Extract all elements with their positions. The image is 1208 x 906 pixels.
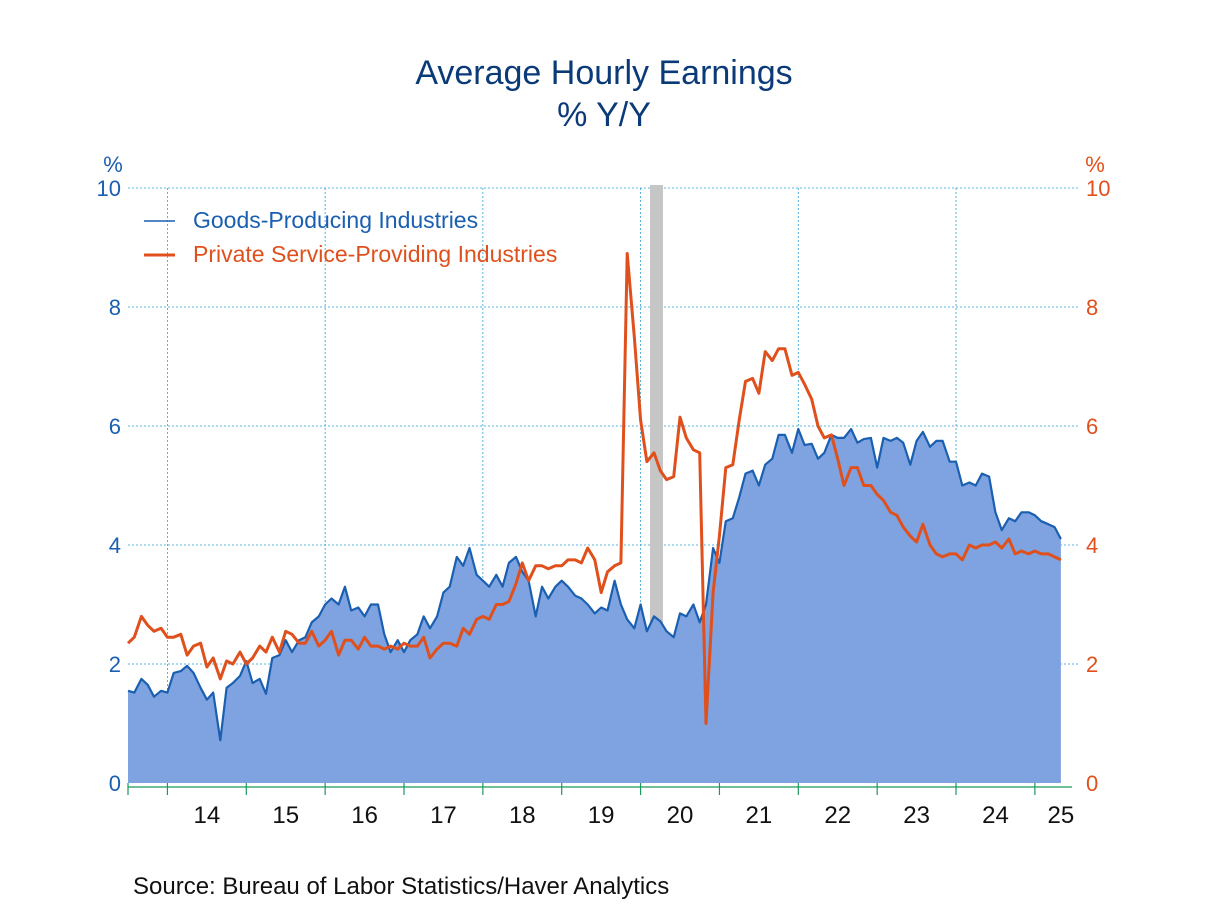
x-tick-label: 15 — [272, 802, 299, 829]
x-tick-label: 18 — [509, 802, 536, 829]
x-tick-label: 21 — [746, 802, 773, 829]
x-tick-label: 20 — [667, 802, 694, 829]
y-axis-left: 0 2 4 6 8 10 — [97, 176, 121, 796]
x-tick-label: 16 — [351, 802, 378, 829]
x-tick-label: 23 — [903, 802, 930, 829]
source-note: Source: Bureau of Labor Statistics/Haver… — [133, 873, 669, 900]
y-tick-right: 6 — [1086, 414, 1098, 439]
private-services-line — [126, 252, 1062, 725]
y-tick-left: 8 — [109, 295, 121, 320]
chart-title: Average Hourly Earnings — [415, 54, 792, 92]
x-axis: 14 15 16 17 18 19 20 21 22 23 24 25 — [127, 783, 1075, 829]
x-tick-label: 17 — [430, 802, 457, 829]
x-tick-label: 19 — [588, 802, 615, 829]
goods-producing-area — [128, 429, 1061, 783]
y-tick-right: 2 — [1086, 652, 1098, 677]
y-tick-left: 6 — [109, 414, 121, 439]
legend: Goods-Producing Industries Private Servi… — [144, 207, 557, 267]
goods-producing-line — [127, 427, 1062, 742]
y-tick-left: 2 — [109, 652, 121, 677]
legend-services-label: Private Service-Providing Industries — [193, 241, 557, 267]
legend-goods-label: Goods-Producing Industries — [193, 207, 478, 233]
x-tick-label: 24 — [982, 802, 1009, 829]
plot-area — [126, 185, 1080, 783]
y-tick-right: 4 — [1086, 533, 1098, 558]
y-tick-right: 10 — [1086, 176, 1110, 201]
y-axis-left-unit: % — [103, 152, 123, 177]
x-tick-label: 22 — [824, 802, 851, 829]
x-tick-label: 25 — [1048, 802, 1075, 829]
y-tick-left: 4 — [109, 533, 121, 558]
y-tick-left: 0 — [109, 771, 121, 796]
y-axis-right-unit: % — [1085, 152, 1105, 177]
y-axis-right: 0 2 4 6 8 10 — [1086, 176, 1110, 796]
y-tick-right: 0 — [1086, 771, 1098, 796]
x-axis-ticks: 14 15 16 17 18 19 20 21 22 23 24 25 — [127, 783, 1075, 829]
y-tick-right: 8 — [1086, 295, 1098, 320]
chart-subtitle: % Y/Y — [557, 96, 651, 134]
x-tick-label: 14 — [194, 802, 221, 829]
y-tick-left: 10 — [97, 176, 121, 201]
